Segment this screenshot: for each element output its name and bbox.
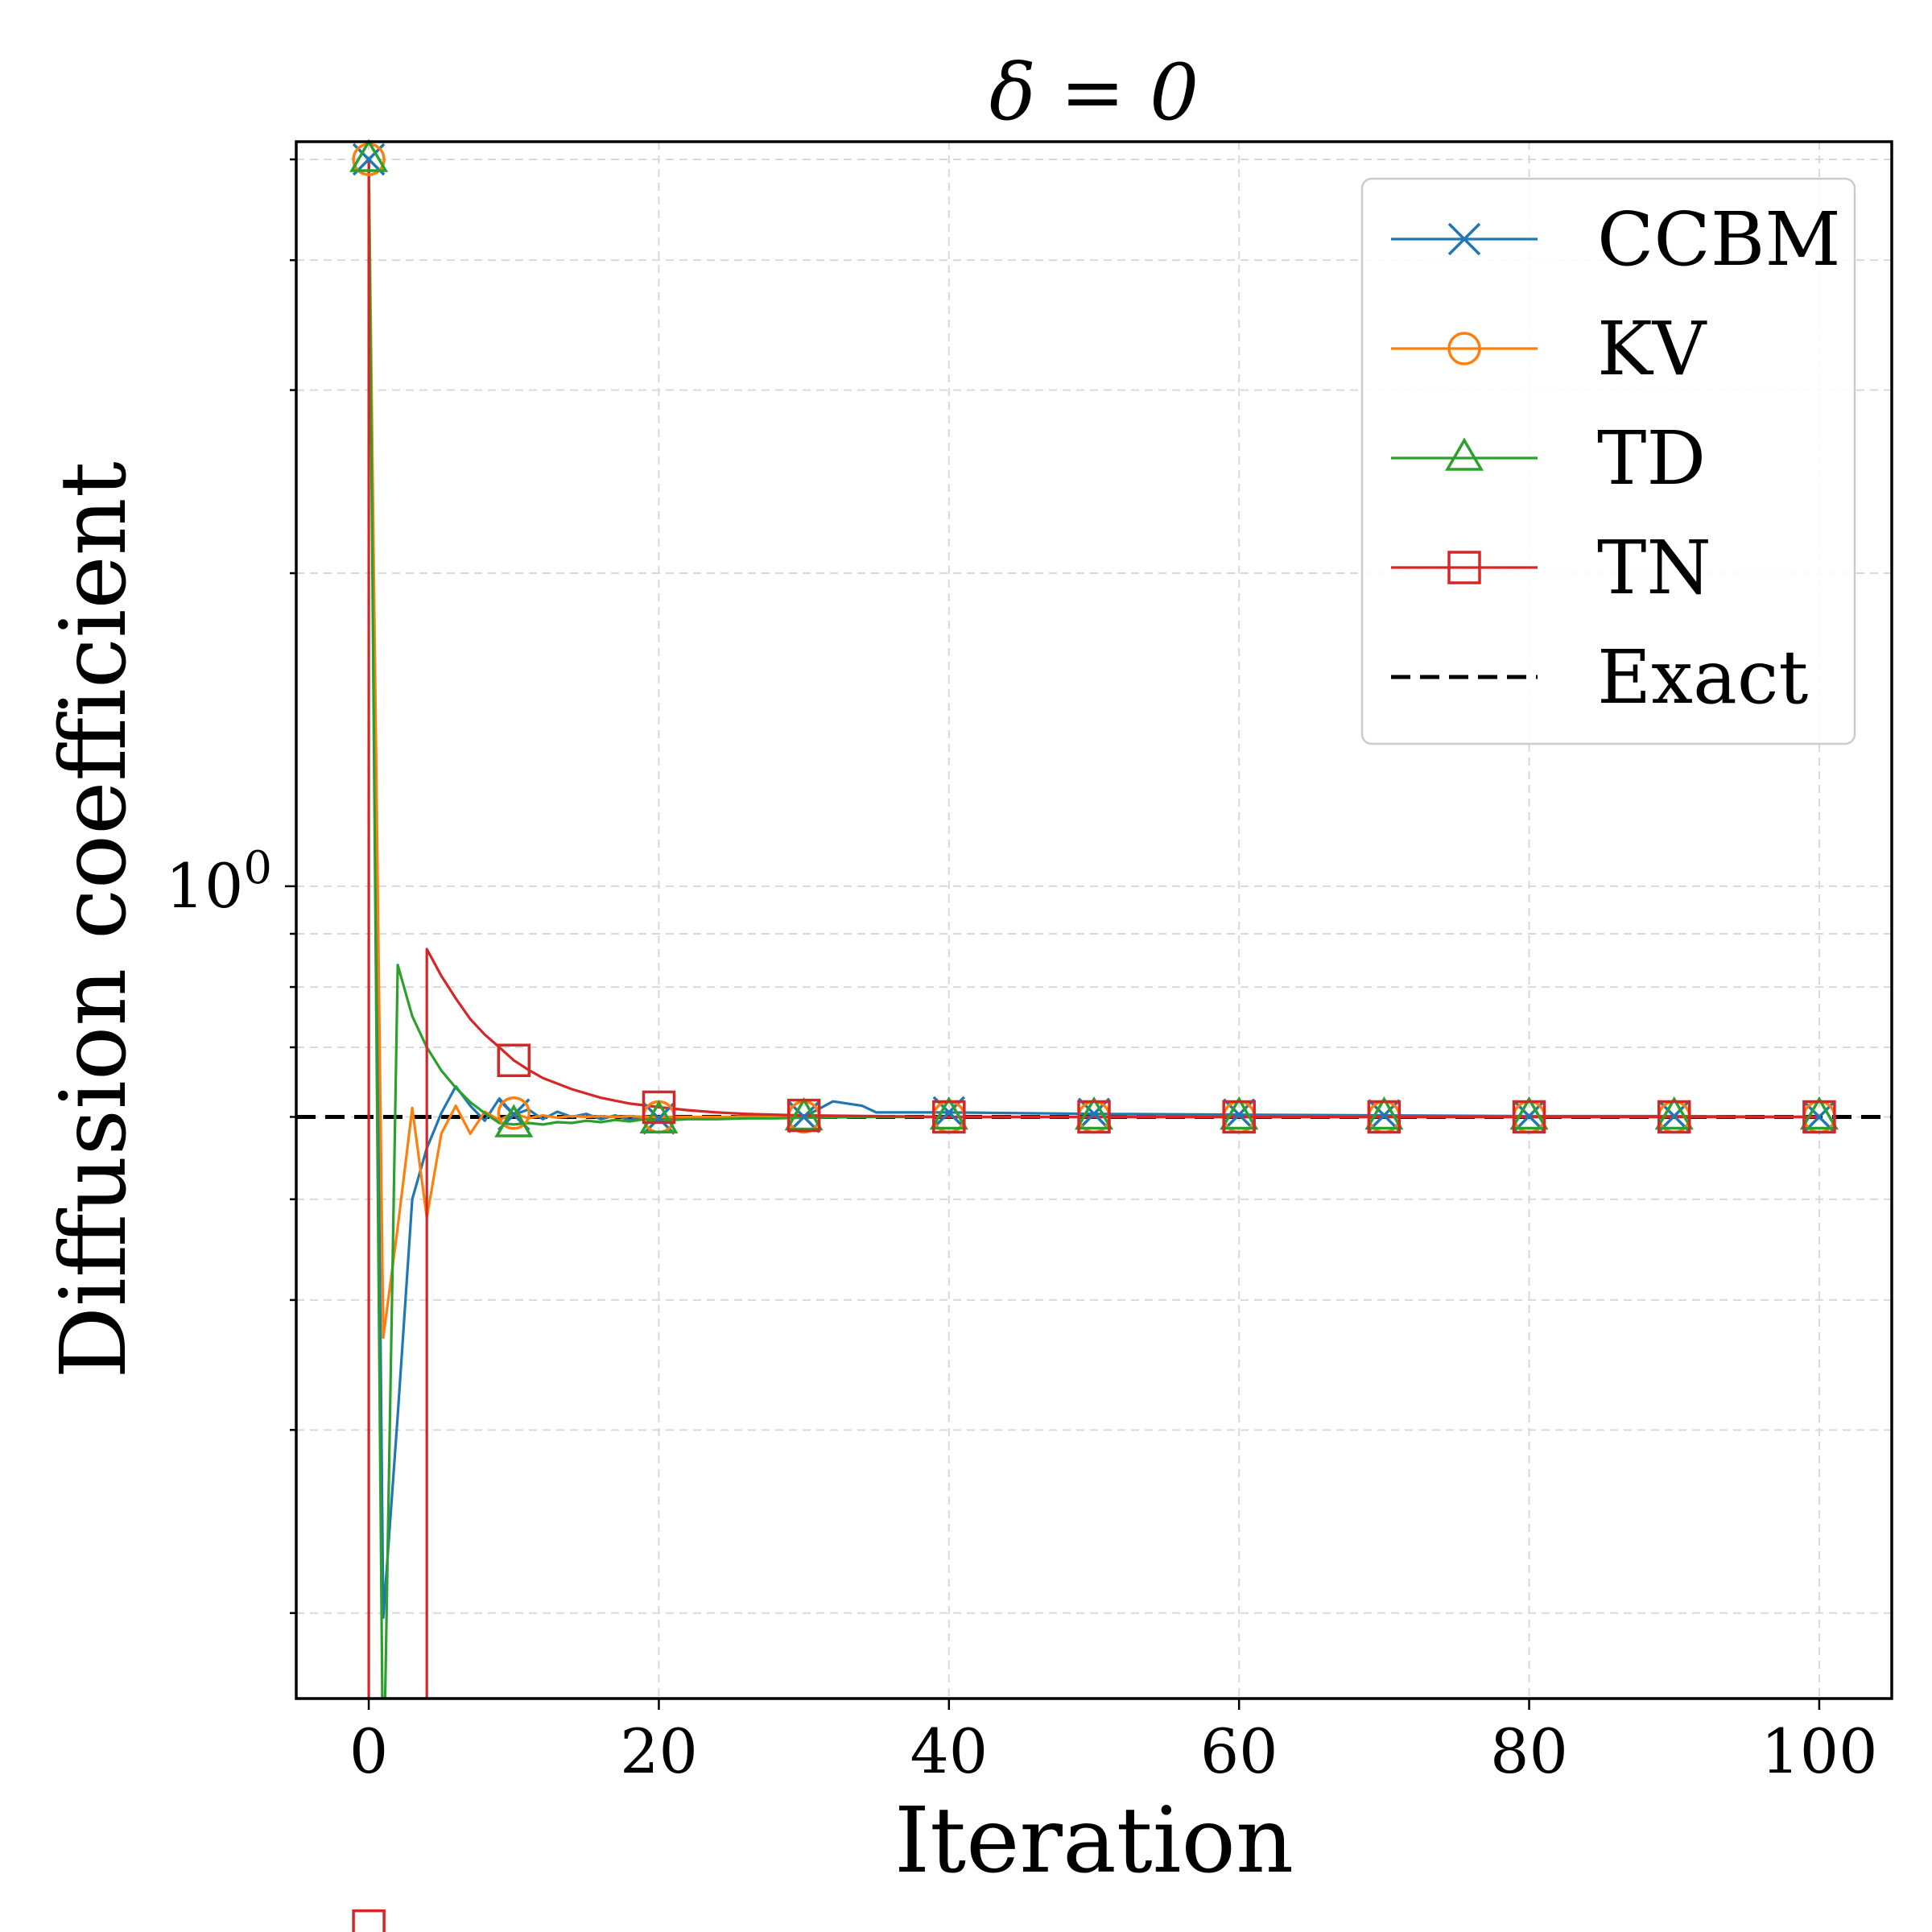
axes-frame <box>295 140 1893 1700</box>
legend-label-kv: KV <box>1597 306 1707 392</box>
marker-tn <box>786 1098 821 1133</box>
marker-td <box>784 1096 824 1131</box>
x-tick-label: 100 <box>1761 1715 1877 1787</box>
legend-marker-kv <box>1447 332 1481 365</box>
marker-td <box>1799 1096 1839 1130</box>
marker-tn <box>1802 1100 1836 1134</box>
legend-marker-tn <box>1447 551 1481 584</box>
marker-layer <box>349 138 1839 1932</box>
marker-kv <box>497 1096 531 1130</box>
legend-marker-td <box>1444 437 1484 471</box>
legend-label-tn: TN <box>1597 525 1711 611</box>
marker-tn <box>352 1909 386 1932</box>
marker-tn <box>1367 1100 1402 1134</box>
y-tick-label: 100 <box>166 842 272 922</box>
marker-td <box>1074 1096 1114 1130</box>
marker-td <box>929 1096 968 1130</box>
marker-tn <box>1222 1100 1256 1134</box>
marker-tn <box>1657 1100 1691 1134</box>
chart-title: δ = 0 <box>989 47 1199 138</box>
marker-tn <box>932 1100 966 1134</box>
marker-td <box>349 138 389 172</box>
marker-td <box>1654 1096 1694 1130</box>
marker-td <box>639 1100 679 1133</box>
legend: CCBM KV TD TN Exact <box>1360 177 1856 745</box>
marker-td <box>1364 1096 1404 1130</box>
legend-box <box>1360 177 1856 745</box>
marker-td <box>494 1104 534 1137</box>
y-axis-title: Diffusion coefficient <box>42 461 147 1379</box>
marker-tn <box>1077 1100 1111 1134</box>
x-tick-label: 0 <box>349 1715 388 1787</box>
x-tick-label: 40 <box>910 1715 988 1787</box>
legend-label-ccbm: CCBM <box>1597 196 1841 283</box>
tick-layer: 0 20 40 60 80 100 100 <box>166 158 1877 1787</box>
marker-tn <box>642 1090 676 1125</box>
marker-td <box>1509 1096 1549 1130</box>
marker-tn <box>497 1043 531 1077</box>
x-tick-label: 20 <box>620 1715 698 1787</box>
marker-tn <box>1512 1100 1546 1134</box>
series-line-tn <box>367 159 1819 1699</box>
x-tick-label: 80 <box>1490 1715 1568 1787</box>
x-axis-title: Iteration <box>894 1789 1294 1893</box>
legend-marker-ccbm <box>1447 222 1481 256</box>
marker-td <box>1220 1096 1259 1130</box>
plot-area <box>296 159 1892 1699</box>
legend-label-td: TD <box>1597 415 1706 502</box>
x-tick-label: 60 <box>1200 1715 1278 1787</box>
legend-label-exact: Exact <box>1597 634 1808 720</box>
